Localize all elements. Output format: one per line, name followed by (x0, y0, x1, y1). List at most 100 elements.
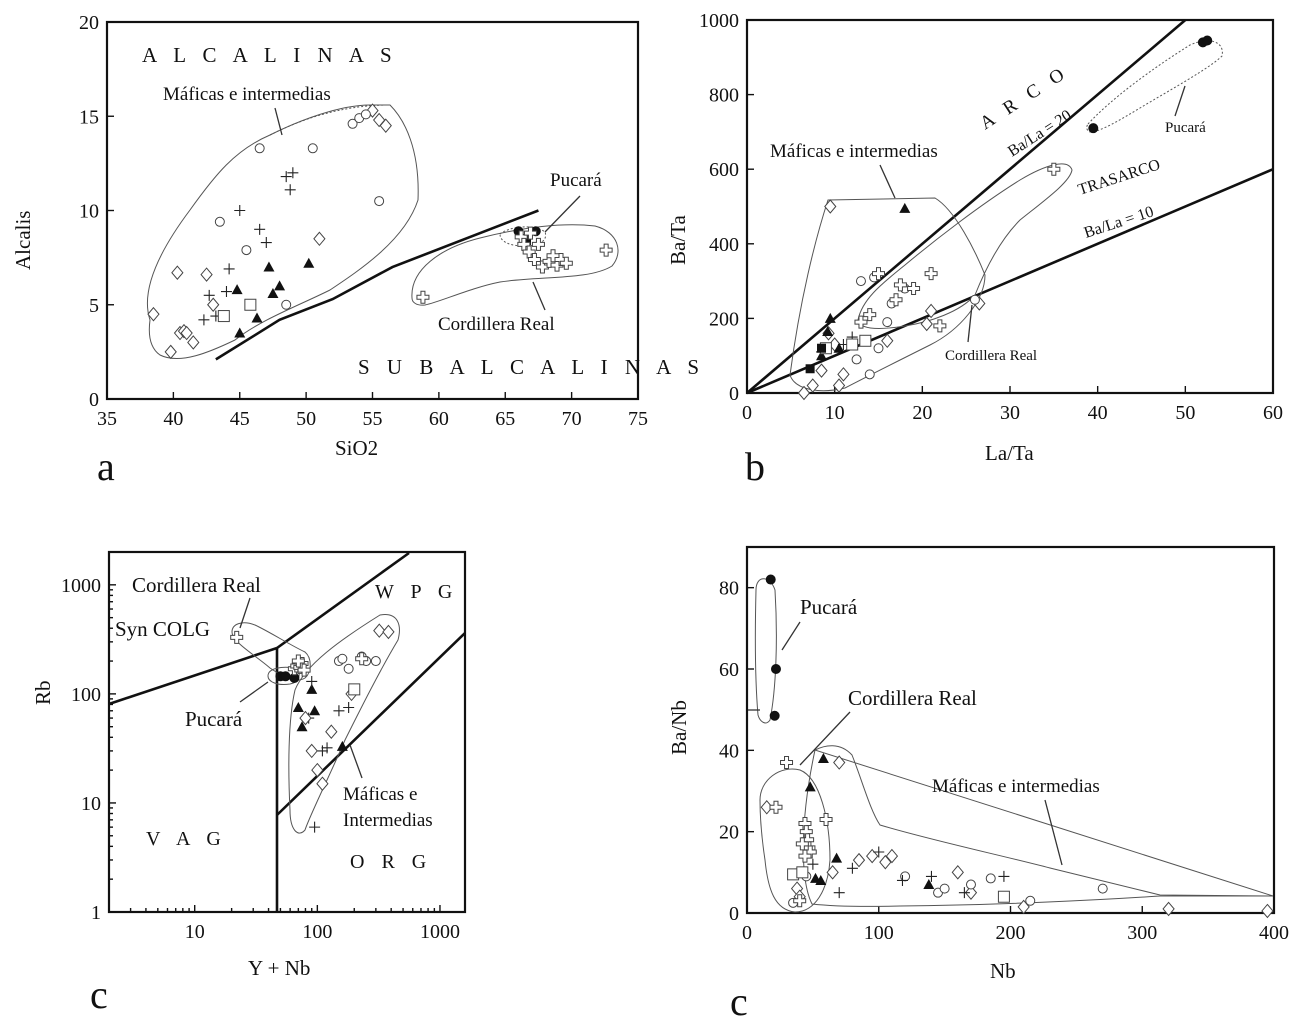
data-point-circle (343, 663, 354, 674)
data-point-square (997, 890, 1010, 903)
data-point-circle (254, 143, 265, 154)
data-point-triangle (833, 342, 845, 353)
label-cordillera-c2: Cordillera Real (848, 686, 977, 710)
arrow-cordillera-c2 (799, 711, 851, 766)
field-cordillera-c2 (759, 768, 831, 913)
data-point-circle (864, 369, 875, 380)
data-point-cross (297, 663, 311, 677)
data-point-triangle (292, 702, 304, 713)
data-point-cross (793, 894, 807, 908)
data-point-triangle (263, 261, 275, 272)
x-tick-label: 0 (742, 402, 752, 424)
data-point-circle (1097, 883, 1108, 894)
arrow-pucara-b (1174, 85, 1186, 117)
label-intermedias-c1: Intermedias (343, 810, 433, 831)
data-point-cross (798, 849, 812, 863)
y-tick-label: 1 (91, 902, 101, 924)
data-point-plus (807, 858, 819, 870)
data-point-cross (769, 800, 783, 814)
data-point-diamond (951, 865, 964, 880)
data-point-diamond (852, 852, 866, 868)
data-point-circle (241, 245, 252, 256)
data-point-diamond (299, 710, 312, 726)
points-c1 (230, 623, 395, 833)
data-point-triangle (303, 257, 315, 268)
ratio-line-10 (746, 168, 1274, 395)
y-tick-label: 20 (79, 12, 99, 34)
data-point-cross (854, 315, 868, 329)
field-maficas-b (789, 197, 986, 392)
data-point-cross (863, 308, 877, 322)
data-point-diamond (207, 297, 220, 313)
field-maficas-a (146, 104, 419, 359)
y-tick-label: 1000 (61, 575, 101, 597)
panel-label-c1: c (90, 972, 108, 1017)
data-point-triangle (899, 202, 911, 213)
data-point-plus (260, 237, 272, 249)
data-point-diamond (837, 367, 850, 382)
data-point-diamond (806, 378, 819, 393)
data-point-circle (873, 343, 884, 354)
y-tick-label: 600 (709, 159, 739, 181)
data-point-plus (833, 887, 845, 899)
data-point-dot (769, 710, 780, 721)
data-point-dot (1088, 123, 1099, 134)
label-trasarco: TRASARCO (1076, 156, 1162, 199)
data-point-cross (872, 267, 885, 281)
label-maficas-b: Máficas e intermedias (770, 141, 938, 162)
x-tick-label: 65 (495, 408, 515, 430)
annotations-a: A L C A L I N A S S U B A L C A L I N A … (11, 43, 699, 489)
data-point-triangle (309, 705, 321, 716)
chart-panel-c2: 0 100 200 300 400 0 20 40 60 80 Pucará Cordillera… (667, 545, 1289, 1019)
x-tick-label: 200 (996, 922, 1026, 944)
data-point-plus (234, 205, 246, 216)
data-point-cross (780, 756, 794, 770)
data-point-plus (198, 314, 210, 326)
data-point-diamond (164, 344, 177, 360)
arrow-pucara-c1 (239, 681, 269, 703)
points-c2 (760, 574, 1274, 919)
data-point-cross (416, 290, 430, 304)
arrow-cordillera-c1 (239, 597, 251, 629)
data-point-diamond (964, 885, 978, 900)
axis-ticks-c2: 0 100 200 300 400 0 20 40 60 80 (719, 578, 1289, 944)
data-point-triangle (234, 327, 246, 338)
data-point-cross (535, 260, 549, 274)
data-point-diamond (171, 265, 184, 280)
data-point-circle (347, 118, 358, 129)
field-maficas-c2 (802, 745, 1274, 907)
chart-panel-a: 35 40 45 50 55 60 65 70 75 0 5 10 15 20 A L C A L I N… (11, 12, 699, 489)
data-point-plus (925, 870, 937, 882)
axis-ticks-a: 35 40 45 50 55 60 65 70 75 0 5 10 15 20 (79, 12, 648, 430)
y-tick-label: 1000 (699, 10, 739, 32)
x-axis-label-b: La/Ta (985, 441, 1034, 465)
x-axis-label-a: SiO2 (335, 436, 378, 460)
data-point-dot (280, 671, 291, 682)
data-point-square (859, 334, 872, 347)
data-point-triangle (831, 852, 843, 863)
data-point-diamond (824, 199, 837, 214)
points-a (147, 103, 613, 360)
plot-frame-c1 (107, 550, 467, 914)
data-point-cross (230, 630, 244, 644)
data-point-triangle (815, 874, 827, 885)
field-cordillera-a (411, 224, 619, 306)
data-point-circle (370, 656, 381, 667)
data-point-cross (819, 812, 833, 826)
data-point-plus (333, 705, 345, 717)
x-tick-label: 10 (185, 921, 205, 943)
panel-label-b: b (745, 444, 765, 489)
x-axis-label-c2: Nb (990, 959, 1016, 983)
data-point-cross (523, 226, 537, 240)
data-point-diamond (316, 776, 329, 792)
data-point-triangle (251, 312, 263, 323)
data-point-diamond (1261, 903, 1274, 919)
data-point-plus (220, 286, 232, 298)
boundary-syncolg-vag (108, 646, 278, 706)
data-point-triangle (231, 284, 243, 295)
x-tick-label: 1000 (420, 921, 460, 943)
data-point-triangle (804, 781, 816, 792)
x-axis-label-c1: Y + Nb (248, 956, 310, 980)
x-tick-label: 50 (1175, 402, 1195, 424)
